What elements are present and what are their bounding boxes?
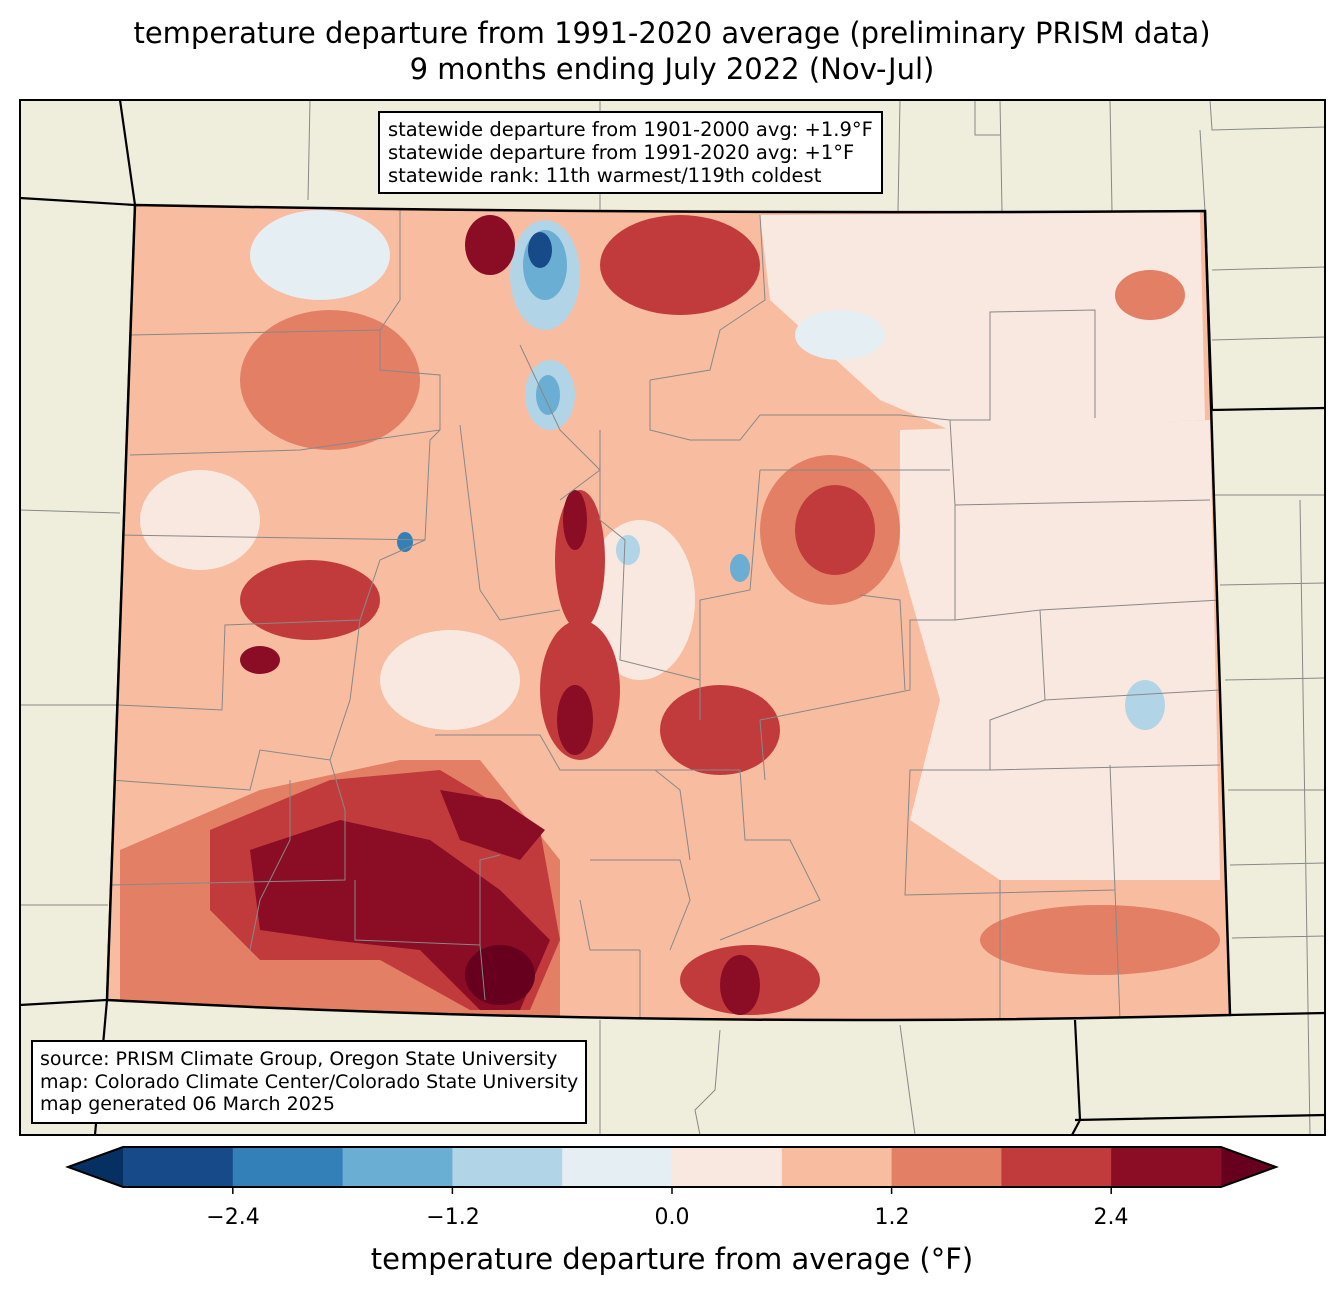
colorbar-label: temperature departure from average (°F): [370, 1242, 974, 1276]
colorbar-segment: [342, 1147, 453, 1187]
colorbar-tick-label: 1.2: [874, 1205, 910, 1230]
colorbar-outline: [65, 1146, 1279, 1188]
colorbar-segment: [1001, 1147, 1112, 1187]
colorbar-tick-label: −2.4: [206, 1205, 260, 1230]
colorbar-segment: [891, 1147, 1002, 1187]
statewide-stats-box: statewide departure from 1901-2000 avg: …: [378, 111, 883, 194]
colorbar: [65, 1146, 1279, 1194]
source-line: source: PRISM Climate Group, Oregon Stat…: [40, 1048, 558, 1070]
colorbar-under-extension: [68, 1147, 123, 1187]
map-frame: [19, 99, 1326, 1136]
colorbar-segment: [562, 1147, 673, 1187]
colorbar-segment: [123, 1147, 234, 1187]
stat-rank: statewide rank: 11th warmest/119th colde…: [388, 164, 822, 187]
colorbar-segment: [452, 1147, 563, 1187]
county-lines: [109, 210, 1221, 1020]
generated-date-line: map generated 06 March 2025: [40, 1093, 335, 1115]
stat-departure-1901-2000: statewide departure from 1901-2000 avg: …: [388, 118, 873, 141]
colorbar-over-extension: [1221, 1147, 1276, 1187]
neighbor-county-lines: [20, 100, 1325, 1135]
colorbar-segment: [232, 1147, 344, 1187]
map-credit-line: map: Colorado Climate Center/Colorado St…: [40, 1070, 579, 1093]
colorbar-segment: [781, 1147, 893, 1187]
temperature-field: [107, 205, 1230, 1020]
stat-departure-1991-2020: statewide departure from 1991-2020 avg: …: [388, 141, 855, 164]
colorbar-tick-label: −1.2: [426, 1205, 480, 1230]
colorbar-tick-label: 2.4: [1093, 1205, 1129, 1230]
source-box: source: PRISM Climate Group, Oregon Stat…: [31, 1040, 588, 1124]
colorbar-segment: [1111, 1147, 1222, 1187]
colorbar-tick-label: 0.0: [654, 1205, 690, 1230]
colorado-border: [105, 203, 1232, 1022]
colorbar-segment: [672, 1147, 783, 1187]
map-subtitle: 9 months ending July 2022 (Nov-Jul): [409, 52, 935, 86]
map-title: temperature departure from 1991-2020 ave…: [133, 16, 1211, 50]
